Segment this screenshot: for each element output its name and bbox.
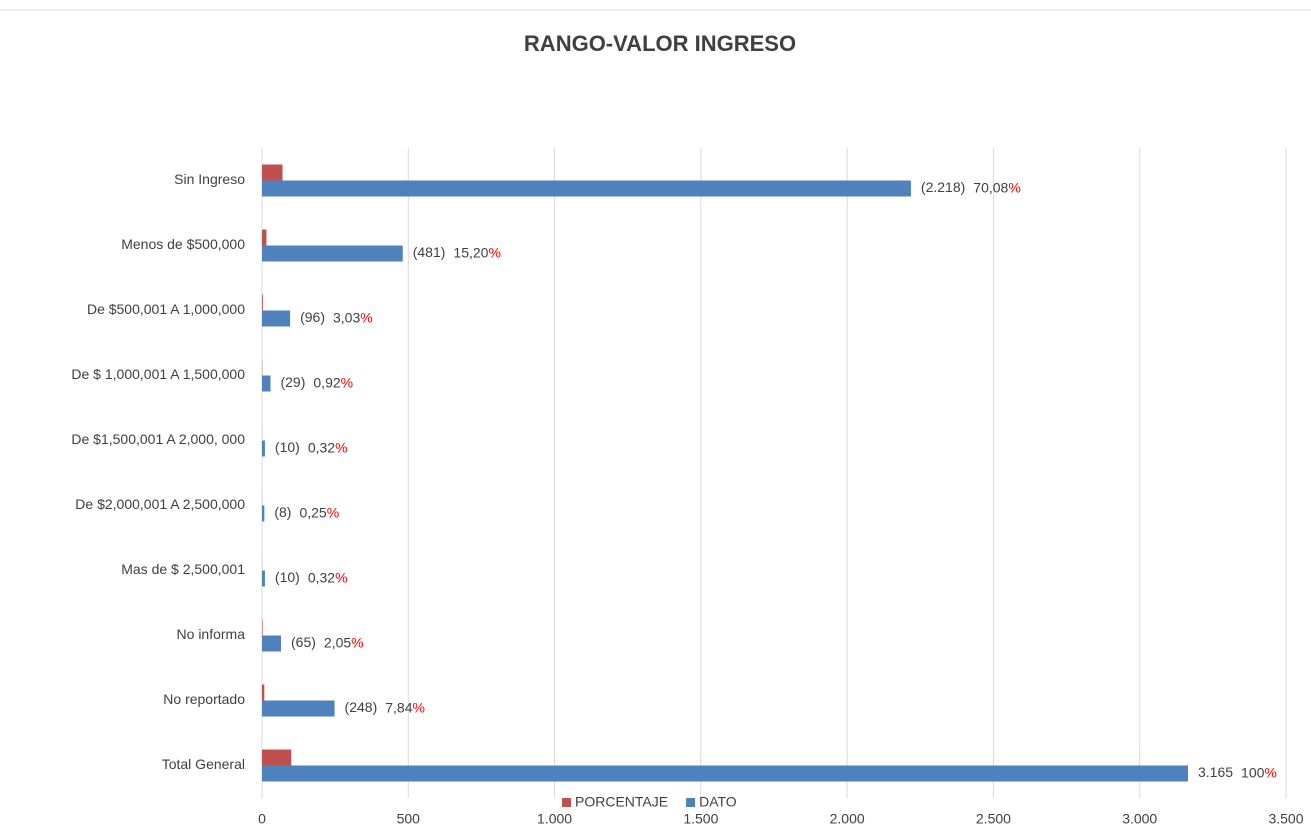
x-tick-label: 500 xyxy=(397,811,421,827)
y-tick-label: Menos de $500,000 xyxy=(121,236,245,252)
chart-title: RANGO-VALOR INGRESO xyxy=(524,31,796,56)
x-tick-label: 3.000 xyxy=(1122,811,1157,827)
bar xyxy=(262,700,335,717)
y-tick-label: No reportado xyxy=(163,691,245,707)
bar xyxy=(262,245,403,262)
data-label: (248) xyxy=(345,699,378,715)
x-tick-label: 2.500 xyxy=(976,811,1011,827)
data-label: 2,05% xyxy=(324,634,364,650)
data-label: (8) xyxy=(274,504,291,520)
y-tick-label: No informa xyxy=(177,626,246,642)
legend-label: PORCENTAJE xyxy=(575,794,668,810)
bar xyxy=(262,749,292,766)
data-label: (10) xyxy=(275,439,300,455)
data-label: (481) xyxy=(413,244,446,260)
x-tick-label: 2.000 xyxy=(830,811,865,827)
y-tick-label: Total General xyxy=(162,756,245,772)
bar xyxy=(262,164,283,181)
data-label: 0,92% xyxy=(313,374,353,390)
data-label: 3.165 xyxy=(1198,764,1233,780)
bar xyxy=(262,765,1188,782)
data-label: (96) xyxy=(300,309,325,325)
data-label: 15,20% xyxy=(453,244,501,260)
data-label: (10) xyxy=(275,569,300,585)
bar xyxy=(262,570,265,587)
bar xyxy=(262,440,265,457)
y-tick-label: De $1,500,001 A 2,000, 000 xyxy=(71,431,245,447)
bar xyxy=(262,310,291,327)
x-tick-label: 3.500 xyxy=(1268,811,1303,827)
x-tick-label: 1.500 xyxy=(683,811,718,827)
data-label: 0,32% xyxy=(308,569,348,585)
bar xyxy=(262,635,282,652)
bar xyxy=(262,684,265,701)
data-label: (2.218) xyxy=(921,179,965,195)
bar xyxy=(262,294,263,311)
y-tick-label: Sin Ingreso xyxy=(174,171,245,187)
data-label: 0,32% xyxy=(308,439,348,455)
legend-label: DATO xyxy=(699,794,737,810)
bar xyxy=(262,180,911,197)
bar xyxy=(262,229,267,246)
bar xyxy=(262,505,265,522)
data-label: 100% xyxy=(1241,764,1277,780)
y-tick-label: Mas de $ 2,500,001 xyxy=(121,561,245,577)
y-tick-label: De $500,001 A 1,000,000 xyxy=(87,301,245,317)
data-label: (65) xyxy=(291,634,316,650)
data-label: 7,84% xyxy=(385,699,425,715)
data-label: (29) xyxy=(280,374,305,390)
y-tick-label: De $2,000,001 A 2,500,000 xyxy=(75,496,245,512)
legend-swatch xyxy=(562,798,571,807)
y-tick-label: De $ 1,000,001 A 1,500,000 xyxy=(71,366,245,382)
data-label: 0,25% xyxy=(299,504,339,520)
bar xyxy=(262,619,263,636)
legend-swatch xyxy=(686,798,696,807)
data-label: 70,08% xyxy=(973,179,1021,195)
x-tick-label: 1.000 xyxy=(537,811,572,827)
data-label: 3,03% xyxy=(333,309,373,325)
bar xyxy=(262,375,271,392)
x-tick-label: 0 xyxy=(258,811,266,827)
